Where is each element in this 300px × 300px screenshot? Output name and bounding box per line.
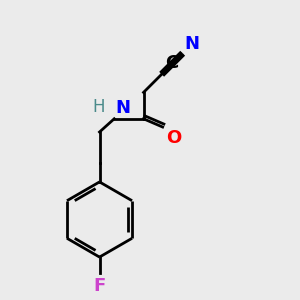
Text: O: O [166, 129, 182, 147]
Text: F: F [93, 277, 106, 295]
Text: N: N [116, 99, 131, 117]
Text: N: N [184, 35, 200, 53]
Text: H: H [93, 98, 105, 116]
Text: C: C [166, 54, 179, 72]
